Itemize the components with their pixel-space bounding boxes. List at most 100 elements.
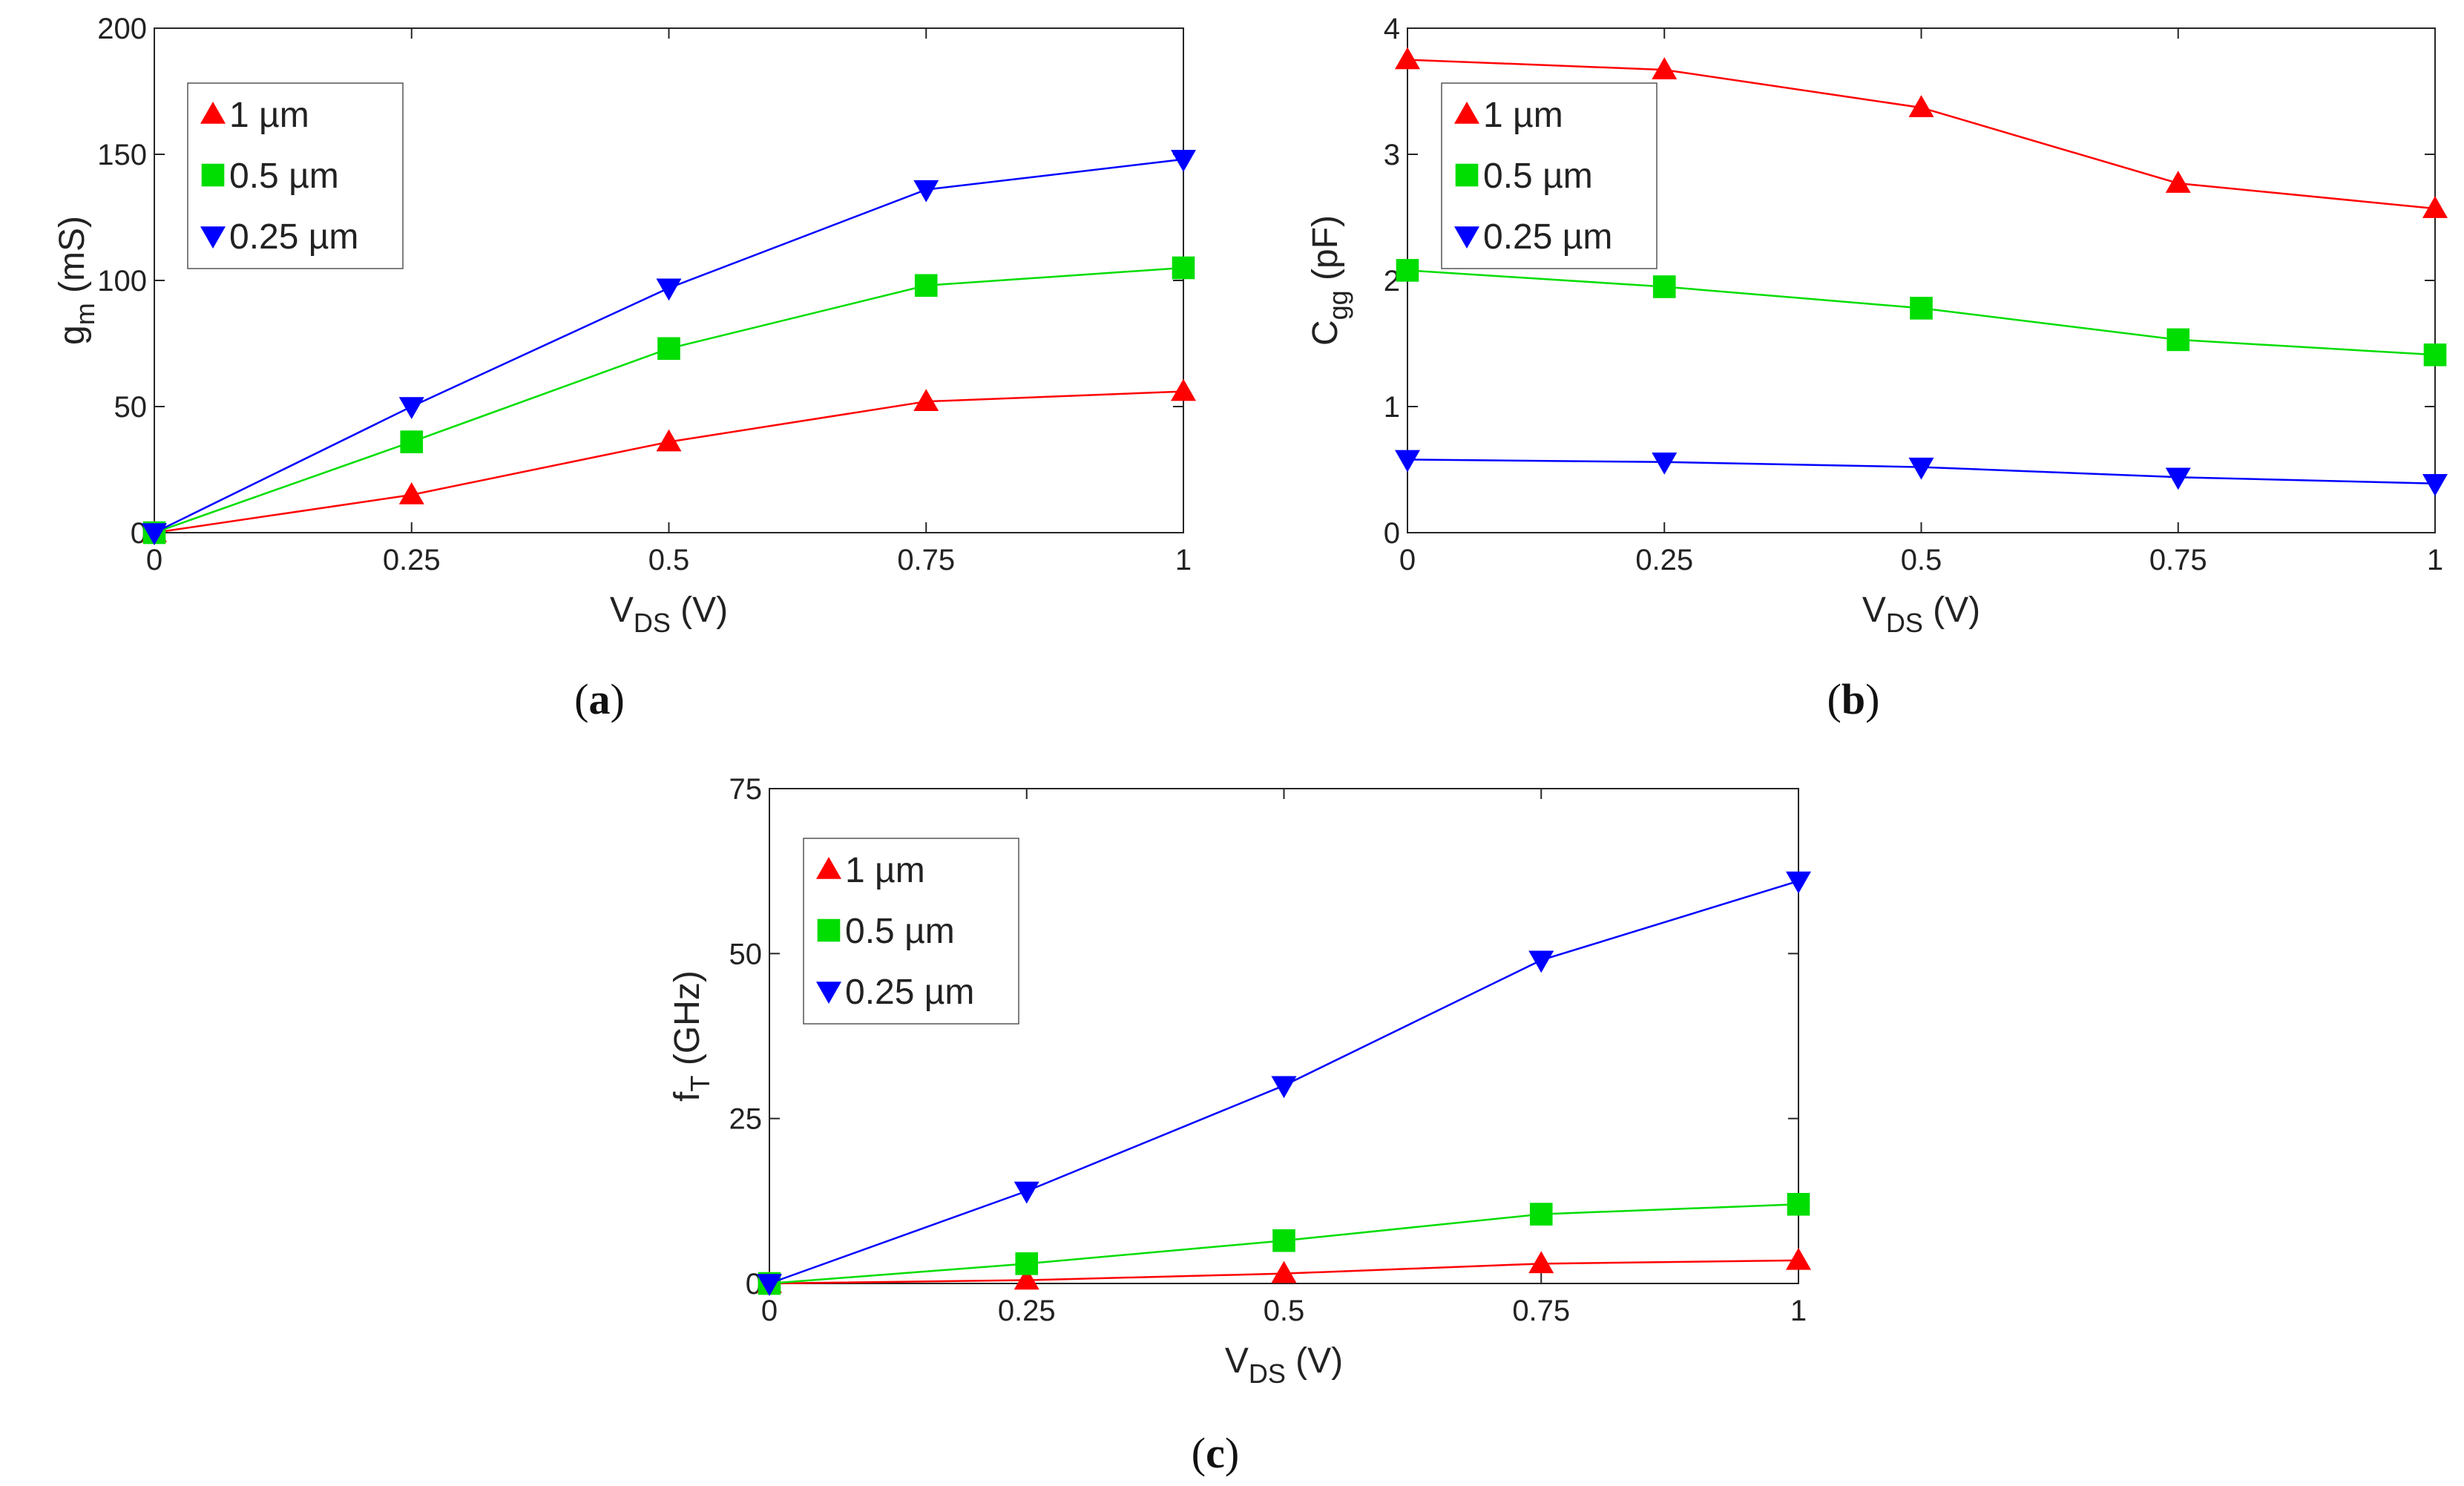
data-point (1396, 259, 1419, 282)
x-axis-title: VDS (V) (610, 591, 728, 638)
series-2 (757, 871, 1811, 1296)
panel-label: (b) (1827, 675, 1880, 723)
data-point (657, 337, 680, 361)
data-point (1271, 1260, 1297, 1283)
data-point (398, 482, 424, 504)
x-tick-label: 0.75 (2149, 544, 2207, 576)
data-point (656, 278, 682, 301)
legend: 1 µm 0.5 µm 0.25 µm (803, 838, 1019, 1025)
data-point (913, 180, 939, 203)
x-tick-label: 1 (1790, 1295, 1807, 1327)
legend-label: 0.5 µm (845, 912, 955, 951)
data-point (1015, 1252, 1039, 1275)
legend: 1 µm 0.5 µm 0.25 µm (1441, 82, 1658, 269)
x-tick-label: 0.25 (1635, 544, 1693, 576)
legend-label: 1 µm (229, 96, 309, 135)
legend-marker (1454, 102, 1479, 124)
legend-label: 0.5 µm (229, 157, 339, 196)
data-point (1171, 378, 1196, 401)
x-tick-label: 1 (2427, 544, 2443, 576)
data-point (1910, 297, 1933, 320)
data-point (1272, 1229, 1295, 1252)
data-point (757, 1274, 782, 1296)
y-tick-label: 25 (729, 1103, 763, 1136)
data-point (1786, 1247, 1811, 1270)
legend-marker (816, 982, 841, 1004)
data-point (914, 274, 938, 297)
y-tick-label: 100 (97, 265, 147, 297)
data-point (1172, 256, 1195, 280)
x-tick-label: 0.25 (383, 544, 441, 576)
y-tick-label: 2 (1384, 265, 1400, 297)
x-tick-label: 0.5 (648, 544, 690, 576)
series-1 (1396, 259, 2447, 366)
x-tick-label: 0.25 (998, 1295, 1056, 1327)
legend-label: 0.25 µm (229, 217, 358, 257)
y-tick-label: 1 (1384, 391, 1400, 424)
panel-label: (c) (1192, 1429, 1239, 1477)
data-point (1528, 1251, 1554, 1274)
data-point (1529, 1203, 1553, 1226)
x-tick-label: 0 (146, 544, 162, 576)
data-point (2422, 196, 2448, 218)
y-tick-label: 150 (97, 139, 147, 171)
data-point (1528, 950, 1554, 973)
data-point (1271, 1076, 1297, 1099)
data-point (1908, 457, 1934, 480)
series-1 (142, 256, 1195, 545)
legend-marker (816, 857, 841, 879)
data-point (400, 430, 424, 453)
y-axis-title: Cgg (pF) (1306, 215, 1353, 346)
y-axis-title: gm (mS) (53, 216, 100, 345)
y-tick-label: 50 (729, 938, 763, 970)
data-point (2165, 467, 2191, 490)
data-point (1786, 871, 1811, 894)
y-tick-label: 200 (97, 13, 147, 45)
x-tick-label: 0.75 (1512, 1295, 1570, 1327)
x-tick-label: 0.75 (897, 544, 955, 576)
y-tick-label: 0 (1384, 517, 1400, 550)
data-point (1787, 1192, 1810, 1216)
x-tick-label: 0 (1399, 544, 1416, 576)
legend-marker (200, 226, 226, 249)
x-tick-label: 1 (1175, 544, 1192, 576)
data-point (2423, 343, 2447, 366)
x-axis-title: VDS (V) (1225, 1341, 1343, 1389)
x-tick-label: 0.5 (1264, 1295, 1305, 1327)
legend-label: 0.25 µm (1483, 217, 1612, 257)
y-tick-label: 75 (729, 773, 763, 806)
data-point (1908, 95, 1934, 117)
data-point (2165, 171, 2191, 193)
data-point (1652, 57, 1678, 79)
y-axis-title: fT (GHz) (668, 970, 715, 1102)
data-point (1171, 150, 1196, 172)
data-point (913, 389, 939, 411)
legend-label: 1 µm (845, 851, 925, 890)
legend-label: 1 µm (1483, 96, 1563, 135)
legend-marker (201, 163, 225, 187)
data-point (142, 523, 167, 545)
data-point (1652, 453, 1678, 475)
data-point (1395, 450, 1420, 473)
panel-label: (a) (574, 675, 625, 723)
x-tick-label: 0.5 (1901, 544, 1942, 576)
data-point (1013, 1181, 1039, 1204)
x-tick-label: 0 (761, 1295, 778, 1327)
data-point (656, 429, 682, 452)
series-2 (1395, 450, 2448, 496)
chart-panel-b: 0 0.25 0.5 0.75 1 0 1 2 3 4 VDS (V) Cgg (pF) 1 µm 0.5… (1306, 13, 2448, 723)
y-tick-label: 3 (1384, 139, 1400, 171)
legend-marker (200, 102, 226, 124)
y-tick-label: 50 (114, 391, 148, 424)
series-0 (1395, 47, 2448, 218)
data-point (398, 397, 424, 419)
legend-marker (1455, 163, 1479, 187)
legend-label: 0.25 µm (845, 973, 974, 1012)
data-point (1395, 47, 1420, 70)
data-point (1652, 275, 1676, 298)
legend-label: 0.5 µm (1483, 157, 1593, 196)
legend: 1 µm 0.5 µm 0.25 µm (187, 82, 404, 269)
data-point (1013, 1267, 1039, 1290)
